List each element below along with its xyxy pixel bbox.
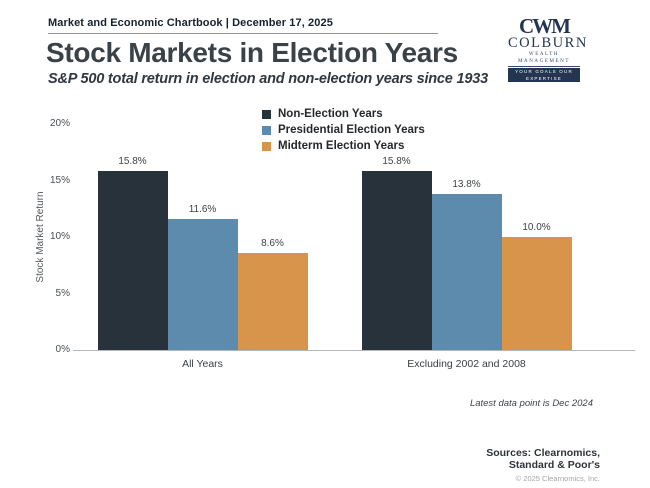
legend-swatch-icon	[262, 125, 271, 135]
y-axis-tick-label: 10%	[49, 231, 70, 242]
bar-presidential-election-years	[431, 194, 502, 350]
logo-company-name: COLBURN	[508, 35, 588, 51]
legend-swatch-icon	[262, 109, 271, 119]
sources-line-1: Sources: Clearnomics,	[486, 447, 600, 459]
x-axis-category-label: Excluding 2002 and 2008	[407, 358, 526, 370]
copyright-note: © 2025 Clearnomics, Inc.	[515, 474, 600, 483]
page-subtitle: S&P 500 total return in election and non…	[48, 71, 488, 87]
legend-swatch-icon	[262, 141, 271, 151]
bar-non-election-years	[361, 171, 432, 350]
bar-midterm-election-years	[237, 252, 308, 350]
sources-block: Sources: Clearnomics, Standard & Poor's …	[486, 447, 600, 483]
legend-label: Midterm Election Years	[278, 140, 405, 152]
x-axis-category-label: All Years	[182, 358, 223, 370]
latest-data-note: Latest data point is Dec 2024	[469, 398, 593, 409]
logo-tagline-top: WEALTH MANAGEMENT	[508, 51, 580, 67]
page-title: Stock Markets in Election Years	[46, 37, 458, 68]
bar-value-label: 11.6%	[188, 203, 217, 215]
logo-tagline-bottom: YOUR GOALS OUR EXPERTISE	[508, 68, 580, 82]
legend-item: Midterm Election Years	[262, 138, 425, 154]
company-logo: CWM COLBURN WEALTH MANAGEMENT YOUR GOALS…	[508, 14, 588, 82]
y-axis-tick-label: 5%	[55, 287, 70, 299]
bar-midterm-election-years	[501, 237, 572, 350]
sources-line-2: Standard & Poor's	[508, 459, 600, 471]
y-axis-tick-label: 20%	[49, 118, 70, 129]
bar-value-label: 15.8%	[382, 156, 411, 168]
chart-legend: Non-Election Years Presidential Election …	[262, 106, 425, 154]
bar-value-label: 15.8%	[118, 156, 147, 168]
bar-non-election-years	[97, 171, 168, 350]
header-divider	[48, 33, 438, 34]
y-axis-tick-label: 0%	[55, 344, 70, 355]
bar-presidential-election-years	[167, 218, 238, 350]
logo-monogram: CWM	[519, 14, 571, 38]
legend-item: Presidential Election Years	[262, 122, 425, 138]
bar-value-label: 10.0%	[522, 222, 551, 233]
legend-label: Non-Election Years	[278, 108, 383, 120]
legend-item: Non-Election Years	[262, 106, 425, 122]
x-axis-line	[73, 350, 635, 351]
chartbook-label: Market and Economic Chartbook | December…	[48, 17, 333, 29]
legend-label: Presidential Election Years	[278, 124, 425, 136]
bar-value-label: 13.8%	[452, 179, 481, 191]
bar-value-label: 8.6%	[261, 237, 284, 249]
y-axis-tick-label: 15%	[49, 174, 70, 186]
